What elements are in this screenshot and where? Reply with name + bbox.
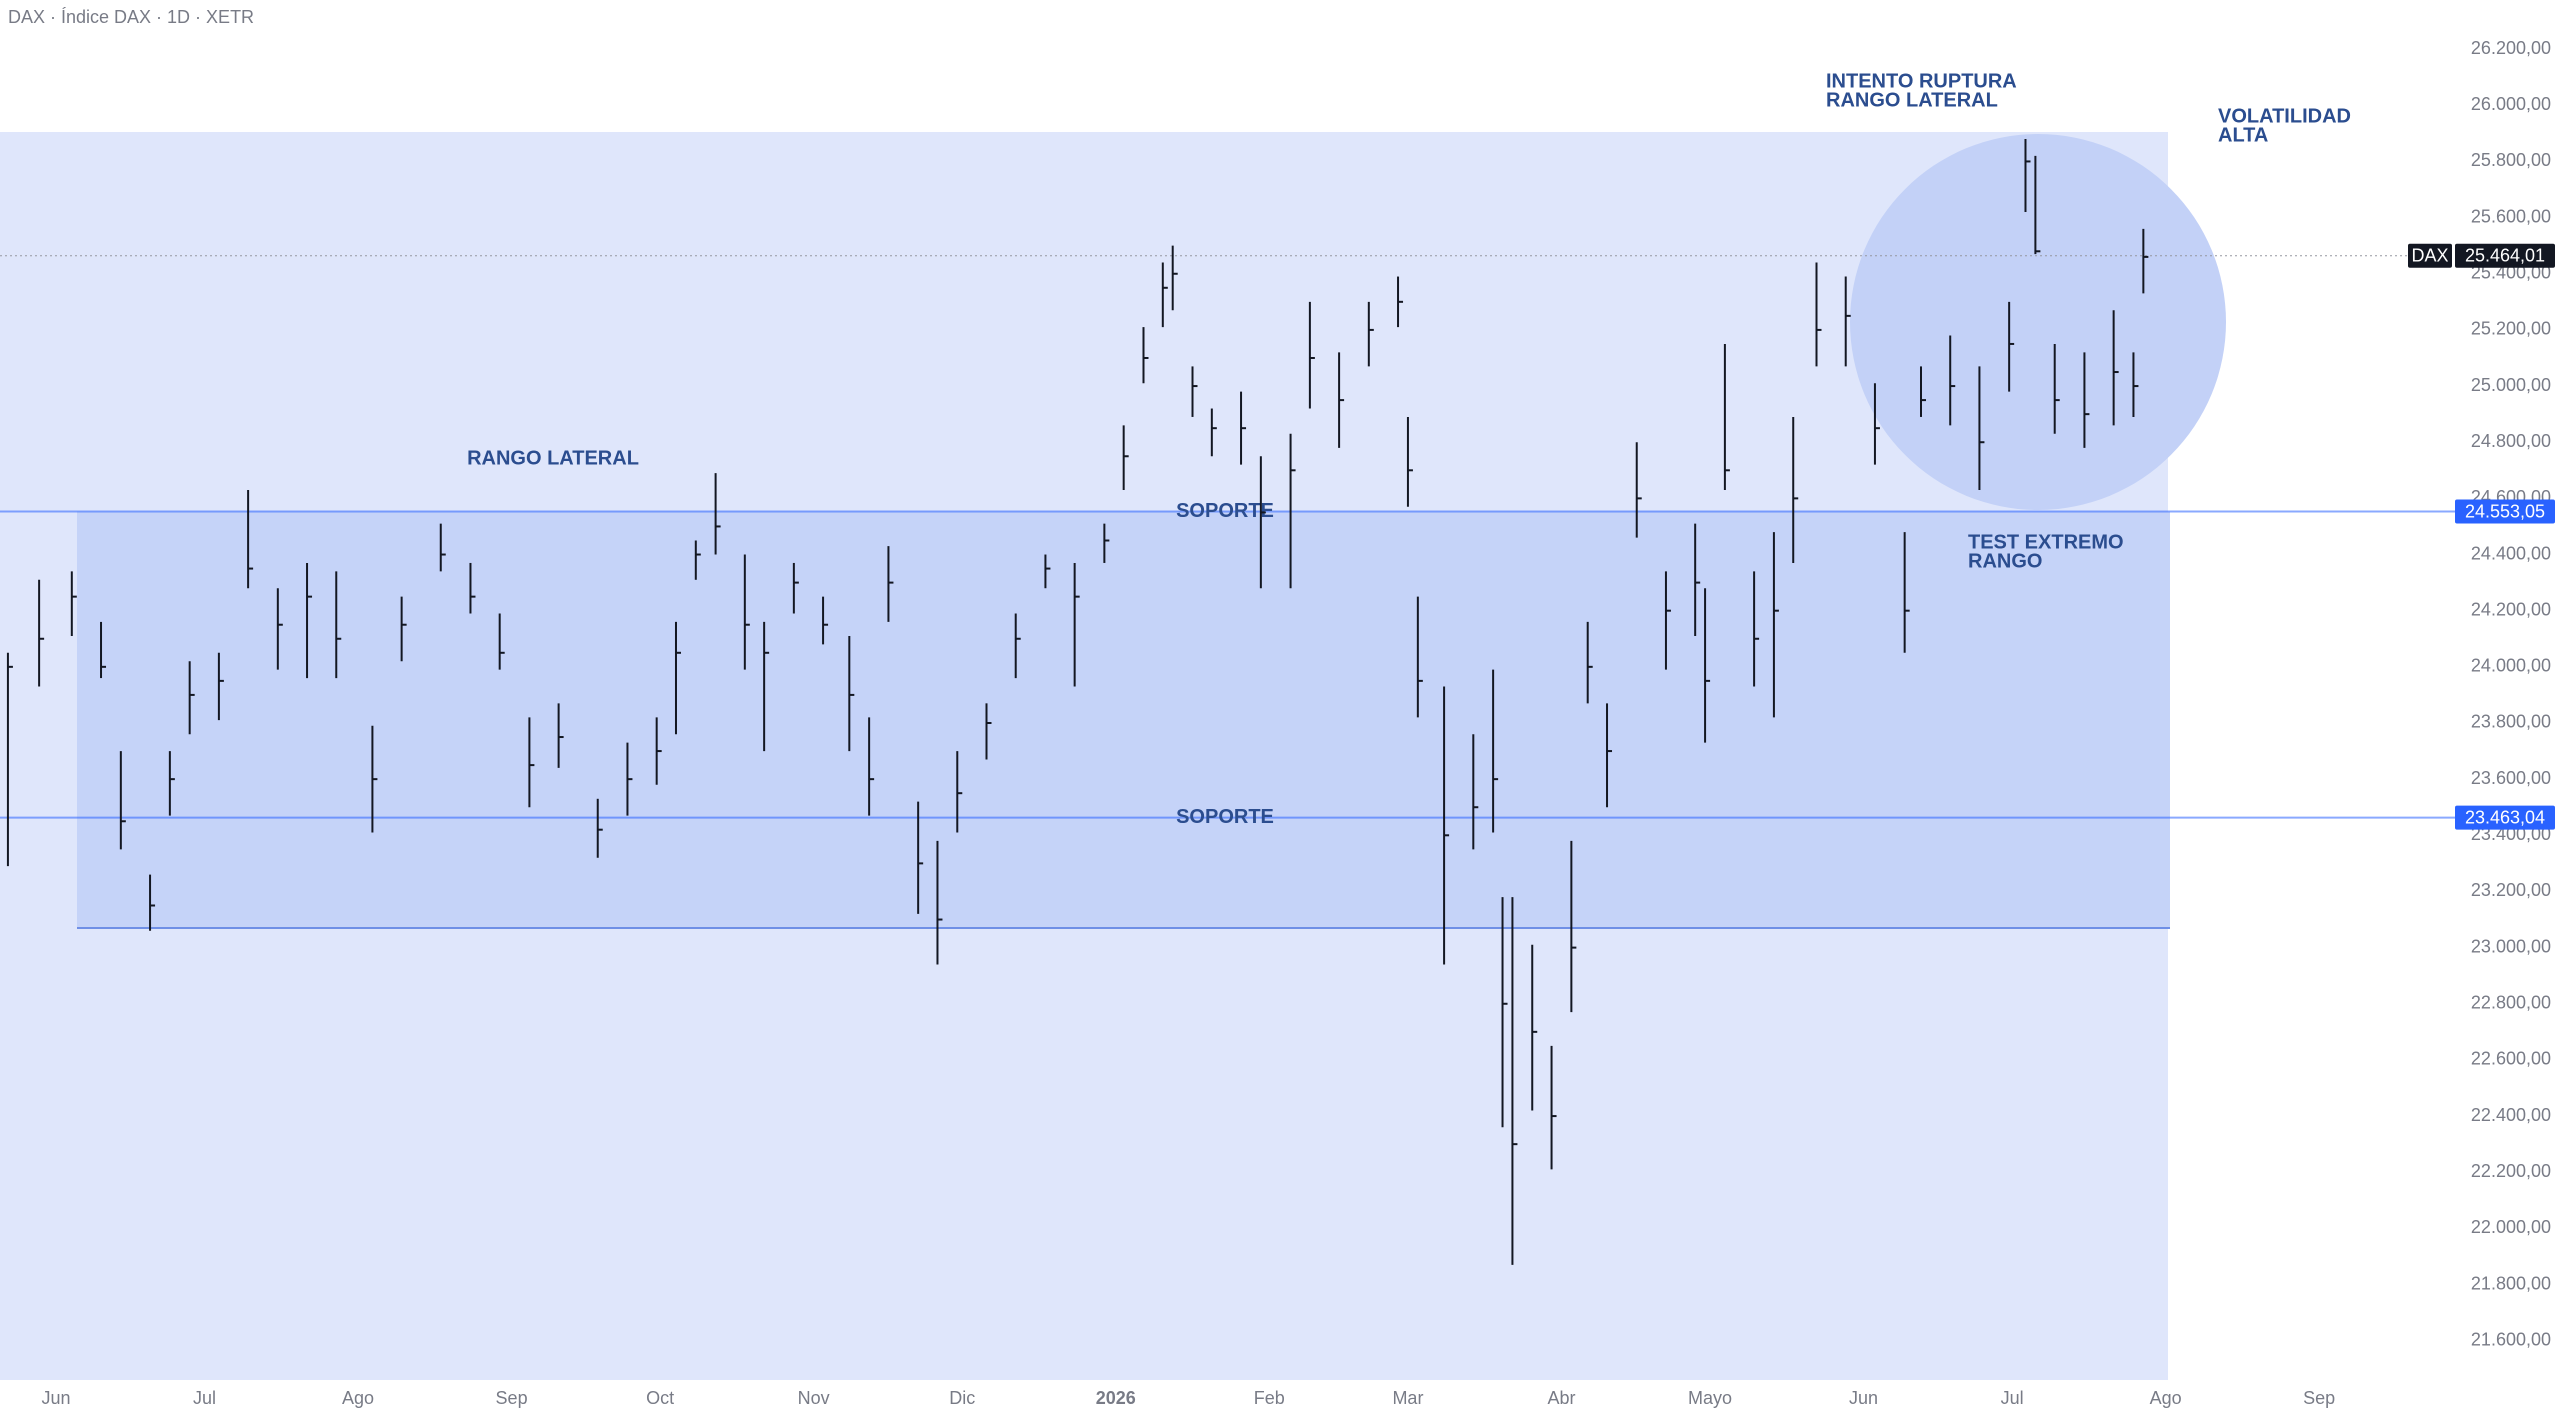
last-price-name: DAX (2411, 246, 2448, 266)
x-tick-label: Abr (1547, 1388, 1575, 1408)
y-tick-label: 23.600,00 (2471, 768, 2551, 788)
x-tick-label: Mar (1392, 1388, 1423, 1408)
y-tick-label: 26.200,00 (2471, 38, 2551, 58)
volatility-circle (1850, 134, 2226, 510)
annotation: VOLATILIDAD (2218, 105, 2351, 127)
x-tick-label: Mayo (1688, 1388, 1732, 1408)
y-tick-label: 22.800,00 (2471, 993, 2551, 1013)
support-box (77, 511, 2170, 928)
level-label-box (2455, 499, 2555, 524)
annotation: RANGO (1968, 550, 2042, 572)
x-tick-label: Jun (41, 1388, 70, 1408)
x-tick-label: Sep (2303, 1388, 2335, 1408)
y-tick-label: 25.600,00 (2471, 206, 2551, 226)
y-tick-label: 24.400,00 (2471, 543, 2551, 563)
y-tick-label: 22.600,00 (2471, 1049, 2551, 1069)
x-tick-label: Ago (342, 1388, 374, 1408)
y-tick-label: 23.000,00 (2471, 936, 2551, 956)
x-tick-label: Jul (2001, 1388, 2024, 1408)
x-tick-label: Oct (646, 1388, 674, 1408)
x-tick-label: Nov (798, 1388, 830, 1408)
x-tick-label: Feb (1254, 1388, 1285, 1408)
y-tick-label: 26.000,00 (2471, 94, 2551, 114)
chart-title: DAX · Índice DAX · 1D · XETR (8, 7, 254, 27)
level-label: 24.553,05 (2465, 501, 2545, 521)
y-tick-label: 24.000,00 (2471, 656, 2551, 676)
y-tick-label: 21.600,00 (2471, 1329, 2551, 1349)
x-tick-label: Ago (2150, 1388, 2182, 1408)
annotation: INTENTO RUPTURA (1826, 70, 2017, 92)
last-price-name-box (2408, 243, 2452, 268)
annotation: ALTA (2218, 124, 2268, 146)
y-tick-label: 23.800,00 (2471, 712, 2551, 732)
y-tick-label: 22.000,00 (2471, 1217, 2551, 1237)
level-label: 23.463,04 (2465, 807, 2545, 827)
y-tick-label: 24.200,00 (2471, 599, 2551, 619)
y-tick-label: 23.200,00 (2471, 880, 2551, 900)
y-tick-label: 24.800,00 (2471, 431, 2551, 451)
x-tick-label: Dic (949, 1388, 975, 1408)
x-tick-label: Sep (496, 1388, 528, 1408)
y-tick-label: 22.400,00 (2471, 1105, 2551, 1125)
annotation: TEST EXTREMO (1968, 531, 2124, 553)
y-tick-label: 25.200,00 (2471, 319, 2551, 339)
y-tick-label: 25.800,00 (2471, 150, 2551, 170)
level-label-box (2455, 805, 2555, 830)
level-text: SOPORTE (1176, 806, 1274, 828)
x-tick-label: Jul (193, 1388, 216, 1408)
annotation: RANGO LATERAL (1826, 89, 1998, 111)
last-price-box (2455, 243, 2555, 268)
last-price-label: 25.464,01 (2465, 246, 2545, 266)
y-tick-label: 25.000,00 (2471, 375, 2551, 395)
x-tick-label: Jun (1849, 1388, 1878, 1408)
annotation: RANGO LATERAL (467, 447, 639, 469)
level-text: SOPORTE (1176, 500, 1274, 522)
y-tick-label: 22.200,00 (2471, 1161, 2551, 1181)
y-tick-label: 21.800,00 (2471, 1273, 2551, 1293)
x-tick-label: 2026 (1096, 1388, 1136, 1408)
